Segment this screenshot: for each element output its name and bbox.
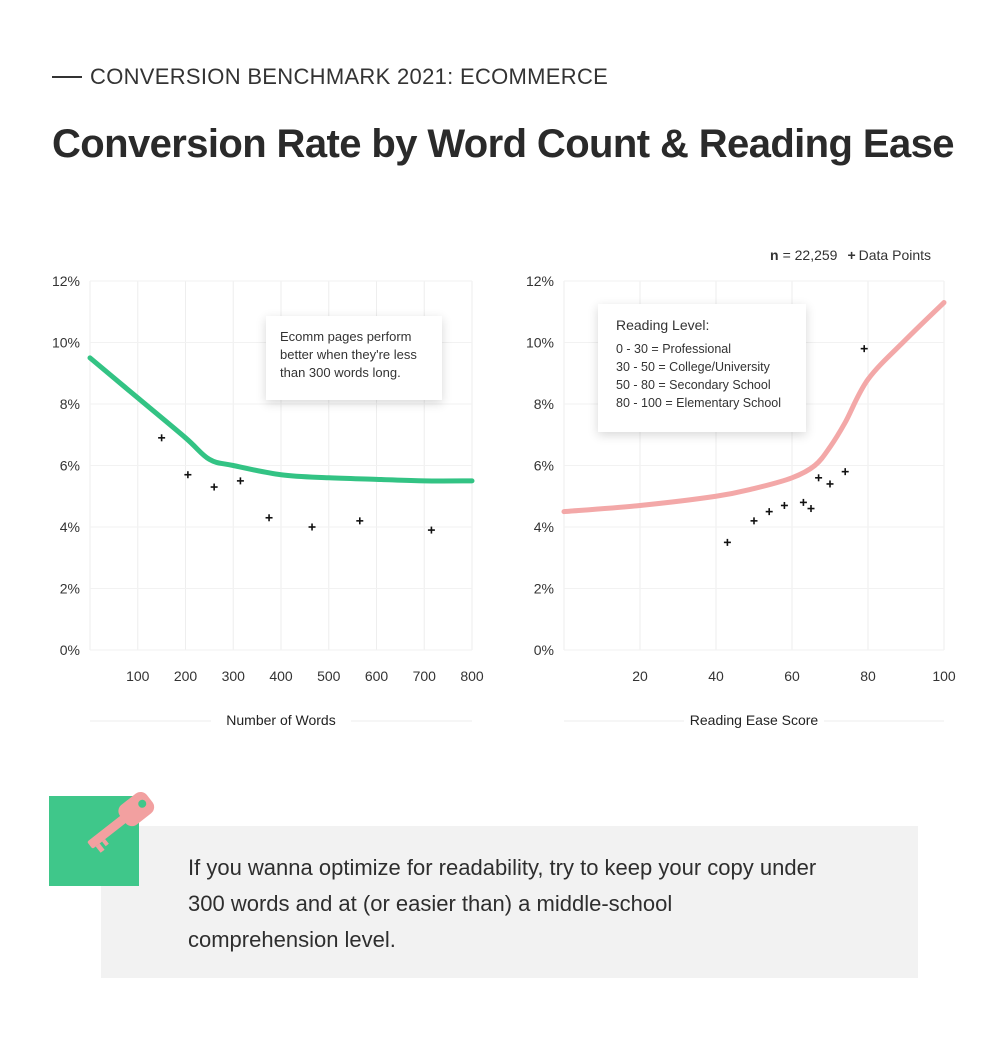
y-tick-label: 6% bbox=[60, 458, 80, 474]
x-tick-label: 200 bbox=[174, 668, 198, 684]
y-tick-label: 4% bbox=[60, 519, 80, 535]
trend-line bbox=[87, 355, 475, 484]
x-tick-label: 40 bbox=[708, 668, 724, 684]
x-axis-title: Number of Words bbox=[226, 712, 335, 728]
key-icon bbox=[87, 791, 155, 853]
x-tick-label: 300 bbox=[222, 668, 246, 684]
data-point bbox=[841, 468, 849, 476]
y-tick-label: 12% bbox=[52, 273, 80, 289]
reading-level-row: 30 - 50 = College/University bbox=[616, 360, 770, 374]
legend-marker: + bbox=[847, 247, 856, 263]
x-tick-label: 80 bbox=[860, 668, 876, 684]
charts-canvas: 100 200 300 400 500 600 700 800 0% 2% 4% 6% 8% 10% 12%… bbox=[52, 273, 956, 728]
legend-n-value: = 22,259 bbox=[782, 247, 838, 263]
x-tick-label: 800 bbox=[460, 668, 484, 684]
data-point bbox=[807, 505, 815, 513]
reading-level-row: 50 - 80 = Secondary School bbox=[616, 378, 771, 392]
data-point bbox=[210, 483, 218, 491]
y-tick-label: 4% bbox=[534, 519, 554, 535]
legend-n-label: n bbox=[770, 247, 779, 263]
data-point bbox=[750, 517, 758, 525]
reading-level-annotation: Reading Level: 0 - 30 = Professional 30 … bbox=[598, 304, 806, 432]
data-point bbox=[308, 523, 316, 531]
tip-text: If you wanna optimize for readability, t… bbox=[188, 855, 817, 952]
kicker-text: CONVERSION BENCHMARK 2021: ECOMMERCE bbox=[90, 64, 609, 89]
y-tick-label: 0% bbox=[60, 642, 80, 658]
x-tick-label: 400 bbox=[269, 668, 293, 684]
x-tick-label: 20 bbox=[632, 668, 648, 684]
data-point bbox=[236, 477, 244, 485]
annotation-line: Ecomm pages perform bbox=[280, 329, 412, 344]
chart-legend: n = 22,259 + Data Points bbox=[770, 247, 940, 263]
page-title: Conversion Rate by Word Count & Reading … bbox=[52, 122, 954, 166]
x-tick-label: 60 bbox=[784, 668, 800, 684]
word-count-annotation: Ecomm pages perform better when they're … bbox=[266, 316, 442, 400]
data-point bbox=[860, 345, 868, 353]
y-tick-label: 6% bbox=[534, 458, 554, 474]
x-tick-label: 500 bbox=[317, 668, 341, 684]
x-tick-label: 100 bbox=[932, 668, 956, 684]
data-point bbox=[158, 434, 166, 442]
y-tick-label: 10% bbox=[526, 335, 554, 351]
x-tick-label: 600 bbox=[365, 668, 389, 684]
data-point bbox=[427, 526, 435, 534]
y-tick-label: 2% bbox=[60, 581, 80, 597]
data-point bbox=[356, 517, 364, 525]
x-tick-label: 700 bbox=[413, 668, 437, 684]
data-point bbox=[723, 538, 731, 546]
y-tick-label: 10% bbox=[52, 335, 80, 351]
data-point bbox=[765, 508, 773, 516]
kicker-rule bbox=[52, 76, 82, 78]
data-point bbox=[799, 498, 807, 506]
data-point bbox=[780, 501, 788, 509]
tip-callout: If you wanna optimize for readability, t… bbox=[101, 826, 918, 978]
y-tick-label: 8% bbox=[60, 396, 80, 412]
data-point bbox=[265, 514, 273, 522]
annotation-line: than 300 words long. bbox=[280, 365, 401, 380]
x-axis-title: Reading Ease Score bbox=[690, 712, 819, 728]
y-tick-label: 2% bbox=[534, 581, 554, 597]
y-tick-label: 0% bbox=[534, 642, 554, 658]
kicker: CONVERSION BENCHMARK 2021: ECOMMERCE bbox=[52, 64, 608, 90]
data-point bbox=[826, 480, 834, 488]
trend-line bbox=[561, 300, 947, 515]
reading-level-row: 0 - 30 = Professional bbox=[616, 342, 731, 356]
y-tick-label: 12% bbox=[526, 273, 554, 289]
x-tick-label: 100 bbox=[126, 668, 150, 684]
reading-level-row: 80 - 100 = Elementary School bbox=[616, 396, 782, 410]
annotation-line: better when they're less bbox=[280, 347, 417, 362]
data-point bbox=[815, 474, 823, 482]
reading-level-heading: Reading Level: bbox=[616, 317, 710, 333]
y-tick-label: 8% bbox=[534, 396, 554, 412]
legend-points-label: Data Points bbox=[858, 247, 932, 263]
data-point bbox=[184, 471, 192, 479]
